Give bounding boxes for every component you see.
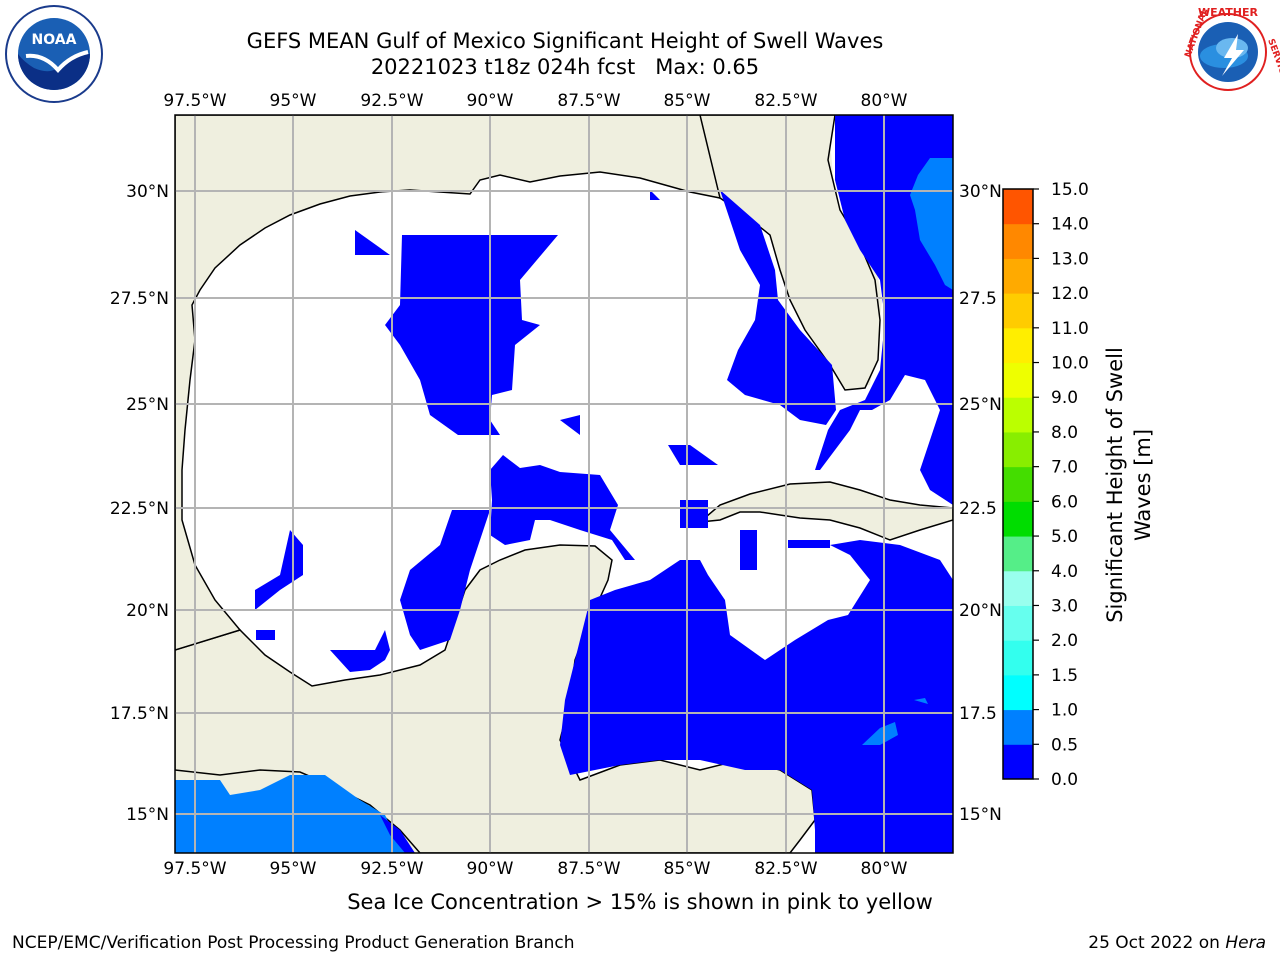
colorbar-tick-label: 6.0 [1051,492,1078,512]
lon-label-bottom: 87.5°W [557,859,620,879]
lon-label-bottom: 80°W [861,859,908,879]
colorbar-tick-label: 13.0 [1051,249,1089,269]
lon-label-bottom: 92.5°W [360,859,423,879]
footer-credit: NCEP/EMC/Verification Post Processing Pr… [12,933,575,953]
colorbar-segment [1003,362,1033,398]
colorbar-tick-label: 12.0 [1051,284,1089,304]
colorbar-border [1002,188,1034,780]
colorbar-segment [1003,709,1033,745]
lat-label-right: 30°N [959,182,1002,202]
lon-label-top: 85°W [664,91,711,111]
colorbar-segment [1003,536,1033,572]
colorbar-segment [1003,293,1033,329]
svg-text:WEATHER: WEATHER [1198,6,1259,19]
lon-label-bottom: 97.5°W [163,859,226,879]
colorbar-tick-label: 9.0 [1051,388,1078,408]
colorbar-tick-label: 10.0 [1051,354,1089,374]
colorbar-tick-label: 8.0 [1051,423,1078,443]
colorbar-segment [1003,640,1033,676]
lon-label-top: 82.5°W [754,91,817,111]
lat-label-left: 20°N [126,601,169,621]
colorbar [1002,188,1034,780]
colorbar-tick-label: 1.0 [1051,701,1078,721]
colorbar-segment [1003,258,1033,294]
lon-label-top: 97.5°W [163,91,226,111]
lon-label-bottom: 85°W [664,859,711,879]
cuba [697,481,953,541]
colorbar-label-line1: Significant Height of Swell [1103,347,1127,623]
colorbar-tick-label: 11.0 [1051,319,1089,339]
colorbar-segment [1003,744,1033,780]
lat-label-right: 25°N [959,395,1002,415]
colorbar-tick-label: 3.0 [1051,596,1078,616]
colorbar-tick-label: 2.0 [1051,631,1078,651]
lat-label-right: 22.5 [959,499,997,519]
colorbar-segment [1003,431,1033,468]
lat-label-right: 27.5 [959,289,997,309]
colorbar-segment [1003,223,1033,259]
lat-label-right: 15°N [959,805,1002,825]
sea-ice-note: Sea Ice Concentration > 15% is shown in … [347,890,933,914]
lat-label-left: 25°N [126,395,169,415]
colorbar-tick-label: 14.0 [1051,215,1089,235]
colorbar-segment [1003,570,1033,606]
lon-label-top: 92.5°W [360,91,423,111]
footer-date: 25 Oct 2022 on Hera [1088,933,1266,953]
lon-label-top: 87.5°W [557,91,620,111]
lon-label-top: 95°W [270,91,317,111]
lat-label-left: 30°N [126,182,169,202]
lat-label-left: 17.5°N [110,704,169,724]
florida [699,115,881,391]
lat-label-left: 22.5°N [110,499,169,519]
colorbar-tick-label: 1.5 [1051,666,1078,686]
colorbar-tick-label: 4.0 [1051,562,1078,582]
lon-label-top: 80°W [861,91,908,111]
colorbar-tick-label: 5.0 [1051,527,1078,547]
colorbar-segment [1003,674,1033,711]
chart-subtitle: 20221023 t18z 024h fcst Max: 0.65 [370,55,760,79]
lon-label-top: 90°W [467,91,514,111]
colorbar-tick-label: 0.5 [1051,735,1078,755]
colorbar-segment [1003,327,1033,364]
lat-label-right: 20°N [959,601,1002,621]
colorbar-segment [1003,501,1033,537]
chart-title: GEFS MEAN Gulf of Mexico Significant Hei… [246,29,884,53]
svg-text:NOAA: NOAA [32,32,77,48]
lat-label-left: 27.5°N [110,289,169,309]
lon-label-bottom: 90°W [467,859,514,879]
colorbar-segment [1003,189,1033,225]
colorbar-tick-label: 15.0 [1051,180,1089,200]
colorbar-segment [1003,466,1033,502]
colorbar-tick-label: 0.0 [1051,770,1078,790]
nws-logo-icon: WEATHER NATIONAL SERVICE [1178,2,1280,102]
colorbar-label-line2: Waves [m] [1131,429,1155,541]
colorbar-segment [1003,397,1033,433]
lat-label-right: 17.5 [959,704,997,724]
lat-label-left: 15°N [126,805,169,825]
lon-label-bottom: 82.5°W [754,859,817,879]
colorbar-ticks: 0.0 0.5 1.0 1.5 2.0 3.0 4.0 5.0 6.0 7.0 8.0 9.0 10.0… [1033,180,1089,790]
noaa-logo-icon: NOAA [5,5,103,103]
colorbar-tick-label: 7.0 [1051,458,1078,478]
colorbar-segment [1003,605,1033,641]
lon-label-bottom: 95°W [270,859,317,879]
